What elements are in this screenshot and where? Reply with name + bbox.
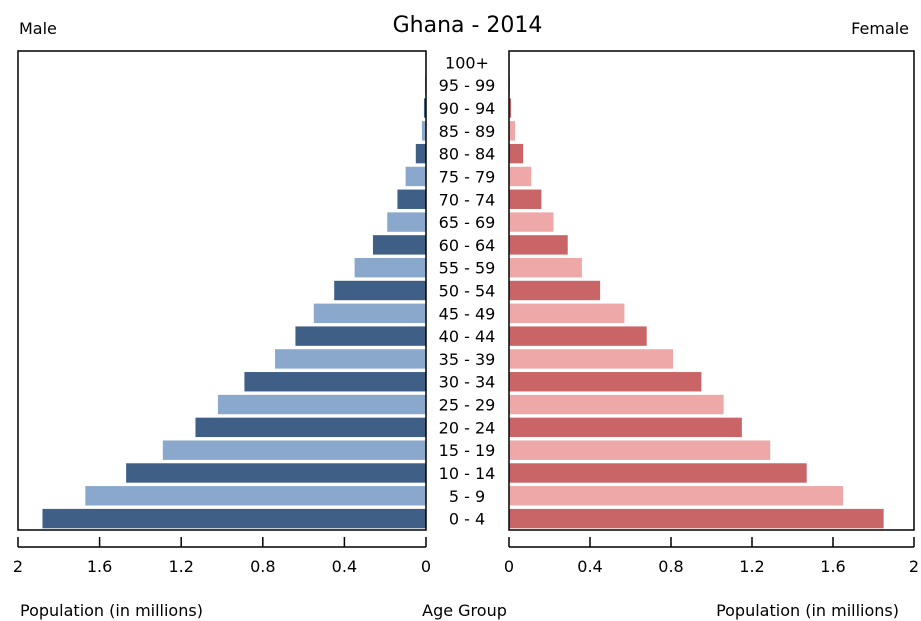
female-plot-frame [508,50,915,531]
age-group-label: 10 - 14 [439,464,496,483]
age-group-label: 30 - 34 [439,373,496,392]
female-bar [509,508,884,529]
female-axis-tick-label: 1.2 [739,557,764,576]
age-group-label: 60 - 64 [439,236,496,255]
female-side-label: Female [851,19,909,38]
female-bar [509,463,807,483]
age-group-label: 65 - 69 [439,213,496,232]
age-group-label: 100+ [445,53,489,72]
male-bar [195,417,426,438]
female-panel [508,50,915,531]
age-group-label: 75 - 79 [439,167,496,186]
chart-title: Ghana - 2014 [392,13,543,38]
male-bar [313,303,426,324]
male-axis-tick-label: 1.6 [87,557,112,576]
age-group-label: 20 - 24 [439,418,496,437]
male-bar [126,463,427,483]
female-bar [509,189,542,209]
male-bar [162,440,426,460]
female-bar [509,417,742,438]
male-axis-tick-label: 0.8 [250,557,275,576]
male-bar [354,257,426,278]
female-x-axis-title: Population (in millions) [716,601,899,620]
male-axis-tick-label: 0.4 [332,557,357,576]
age-group-label: 55 - 59 [439,259,496,278]
age-group-label: 5 - 9 [449,487,485,506]
age-group-label: 45 - 49 [439,304,496,323]
age-group-label: 50 - 54 [439,282,496,301]
age-group-label: 90 - 94 [439,99,496,118]
male-x-axis: 2 1.6 1.2 0.8 0.4 0 [13,537,431,576]
age-group-labels: 0 - 4 5 - 9 10 - 14 15 - 19 20 - 24 25 - 29 30… [439,53,496,528]
male-bar [334,280,426,301]
male-bar [217,394,426,415]
female-bar [509,166,532,187]
female-axis-tick-label: 0.8 [658,557,683,576]
female-bar [509,486,844,506]
female-bar [509,440,771,460]
male-bar [387,212,426,232]
female-bar [509,235,568,255]
female-bar [509,280,601,301]
female-axis-tick-label: 0 [504,557,514,576]
age-group-label: 85 - 89 [439,122,496,141]
male-bar [372,235,426,255]
female-bar [509,303,625,324]
female-axis-tick-label: 0.4 [577,557,602,576]
female-axis-tick-label: 1.6 [820,557,845,576]
male-bar [42,508,426,529]
female-bar [509,212,554,232]
age-group-label: 35 - 39 [439,350,496,369]
male-side-label: Male [19,19,57,38]
male-bar [275,349,426,369]
female-x-axis: 0 0.4 0.8 1.2 1.6 2 [504,537,919,576]
female-bar [509,394,724,415]
male-bar [415,143,426,164]
female-bar [509,257,582,278]
male-axis-tick-label: 0 [421,557,431,576]
female-bar [509,98,512,118]
female-axis-tick-label: 2 [909,557,919,576]
age-group-label: 80 - 84 [439,145,496,164]
age-group-label: 70 - 74 [439,190,496,209]
male-panel [17,50,427,531]
age-group-label: 95 - 99 [439,76,496,95]
male-bar [397,189,426,209]
female-bar [509,372,702,392]
age-group-label: 25 - 29 [439,396,496,415]
male-bar [421,121,426,141]
male-plot-frame [17,50,427,531]
female-bar [509,349,674,369]
male-x-axis-title: Population (in millions) [20,601,203,620]
male-bar [85,486,426,506]
female-bar [509,143,524,164]
age-group-label: 40 - 44 [439,327,496,346]
male-bar [244,372,426,392]
age-group-label: 15 - 19 [439,441,496,460]
age-group-axis-title: Age Group [422,601,507,620]
male-bar [295,326,426,346]
female-bar [509,121,516,141]
male-bar [405,166,426,187]
male-axis-tick-label: 1.2 [168,557,193,576]
male-axis-tick-label: 2 [13,557,23,576]
age-group-label: 0 - 4 [449,510,485,529]
female-bar [509,326,647,346]
male-bar [423,98,426,118]
